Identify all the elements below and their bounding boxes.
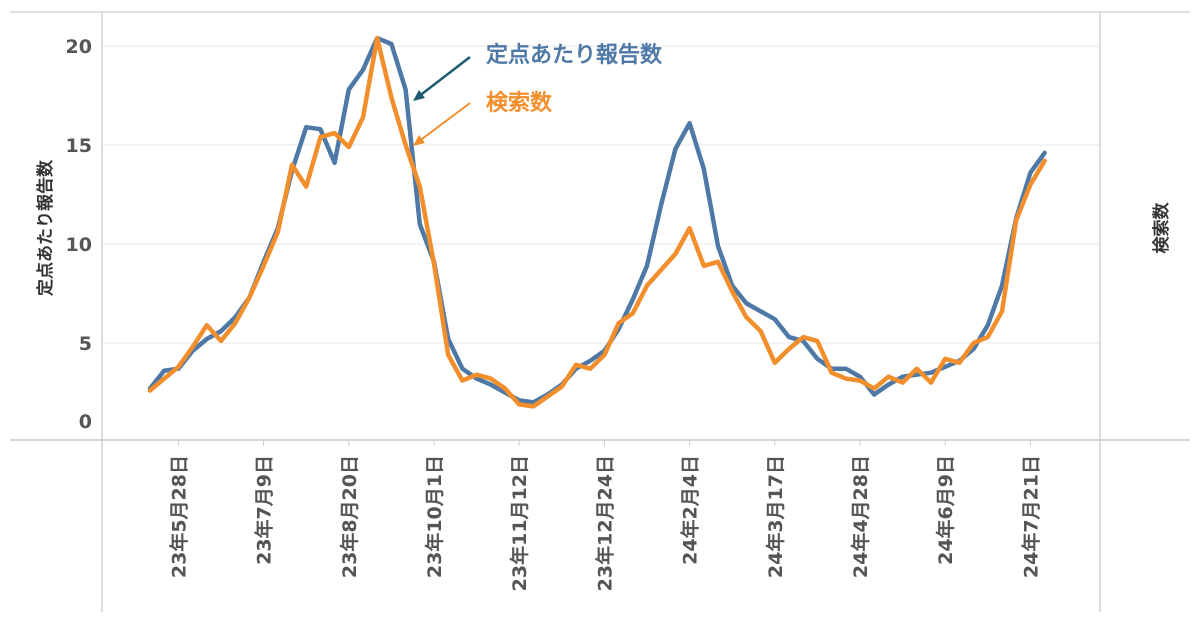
series-line-report-count: [147, 35, 1047, 405]
y-tick-label: 5: [79, 333, 92, 355]
arrow-report-count: [417, 56, 471, 98]
annotations: 定点あたり報告数 検索数: [413, 42, 663, 146]
y-axis-label-right: 検索数: [1151, 202, 1172, 254]
x-tick-label: 24年2月4日: [679, 455, 702, 565]
arrowhead-report-count: [413, 90, 425, 101]
y-tick-label: 15: [66, 135, 92, 157]
x-tick-label: 23年11月12日: [508, 455, 531, 591]
x-tick-label: 23年8月20日: [338, 455, 361, 578]
x-tick-label: 23年7月9日: [253, 455, 276, 565]
x-tick-label: 24年3月17日: [764, 455, 787, 578]
y-tick-label: 10: [66, 234, 92, 256]
arrowhead-search-count: [413, 135, 425, 146]
annotation-search-count: 検索数: [486, 90, 553, 116]
x-tick-label: 24年6月9日: [934, 455, 957, 565]
chart-frame: [10, 11, 1190, 612]
y-axis-label: 定点あたり報告数: [35, 159, 56, 296]
y-tick-label: 0: [79, 411, 92, 433]
x-tick-label: 24年7月21日: [1019, 455, 1042, 578]
x-tick-label: 24年4月28日: [849, 455, 872, 578]
annotation-report-count: 定点あたり報告数: [486, 42, 663, 68]
series-lines: [147, 35, 1047, 409]
y-tick-labels: 0 5 10 15 20: [66, 36, 92, 433]
x-tick-label: 23年12月24日: [593, 455, 616, 591]
x-tick-labels: 23年5月28日 23年7月9日 23年8月20日 23年10月1日 23年11月12日…: [167, 440, 1042, 591]
y-tick-label: 20: [66, 36, 92, 58]
series-line-search-count: [147, 35, 1047, 409]
x-tick-label: 23年5月28日: [167, 455, 190, 578]
gridlines: [103, 45, 1099, 344]
x-tick-label: 23年10月1日: [423, 455, 446, 578]
arrow-search-count: [417, 102, 471, 143]
